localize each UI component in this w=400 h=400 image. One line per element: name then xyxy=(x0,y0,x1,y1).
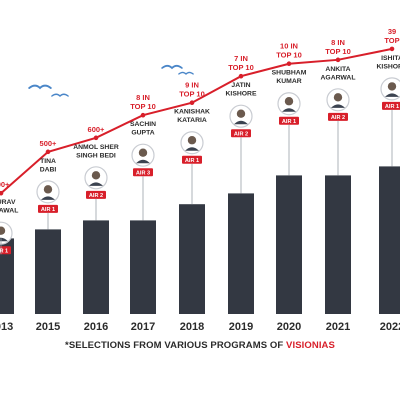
year-label-2019: 2019 xyxy=(229,321,253,333)
topper-avatar-2018 xyxy=(180,131,204,155)
topper-name-2013: GAURAV xyxy=(0,199,16,206)
top-label-2020: 10 IN xyxy=(280,42,298,51)
rank-label-2018: AIR 1 xyxy=(185,158,199,164)
brand-name: VISIONIAS xyxy=(286,340,335,351)
top-label-2022: TOP xyxy=(384,36,399,45)
bar-2018 xyxy=(179,204,205,314)
rank-label-2016: AIR 2 xyxy=(89,193,103,199)
rank-badge-2018 xyxy=(182,155,202,164)
footnote-text: *SELECTIONS FROM VARIOUS PROGRAMS OF xyxy=(65,340,287,351)
year-label-2021: 2021 xyxy=(326,321,350,333)
top-label-2017: TOP 10 xyxy=(130,102,156,111)
bar-2015 xyxy=(35,229,61,314)
bar-2021 xyxy=(325,175,351,314)
topper-avatar-2022 xyxy=(380,77,400,101)
topper-name-2021: ANKITA xyxy=(325,66,350,73)
topper-name-2013: AGRAWAL xyxy=(0,208,18,215)
top-label-2019: TOP 10 xyxy=(228,63,254,72)
top-label-2017: 8 IN xyxy=(136,93,150,102)
topper-name-2018: KATARIA xyxy=(177,117,207,124)
trend-point-2021 xyxy=(335,57,341,63)
topper-name-2016: SINGH BEDI xyxy=(76,152,116,159)
top-label-2021: 8 IN xyxy=(331,38,345,47)
rank-label-2020: AIR 1 xyxy=(282,119,296,125)
topper-avatar-2021 xyxy=(326,88,350,112)
rank-label-2013: AIR 1 xyxy=(0,248,8,254)
trend-point-2016 xyxy=(93,135,99,141)
bar-2016 xyxy=(83,220,109,314)
footnote: *SELECTIONS FROM VARIOUS PROGRAMS OF VIS… xyxy=(0,340,400,351)
topper-name-2015: DABI xyxy=(40,166,57,173)
top-label-2020: TOP 10 xyxy=(276,51,302,60)
top-label-2016: 600+ xyxy=(88,125,106,134)
topper-name-2019: KISHORE xyxy=(226,91,257,98)
topper-avatar-2017 xyxy=(131,143,155,167)
trend-point-2020 xyxy=(286,61,292,67)
topper-name-2022: KISHORE xyxy=(377,63,400,70)
rank-label-2017: AIR 3 xyxy=(136,170,150,176)
rank-label-2021: AIR 2 xyxy=(331,115,345,121)
bird-icon xyxy=(51,93,69,98)
topper-name-2022: ISHITA xyxy=(381,55,400,62)
rank-badge-2021 xyxy=(328,112,348,121)
year-label-2022: 2022 xyxy=(380,321,400,333)
rank-badge-2013 xyxy=(0,246,11,255)
top-label-2013: 500+ xyxy=(0,180,10,189)
top-label-2021: TOP 10 xyxy=(325,47,351,56)
bar-2013 xyxy=(0,238,14,314)
rank-label-2019: AIR 2 xyxy=(234,131,248,137)
bar-2022 xyxy=(379,166,400,314)
rank-label-2015: AIR 1 xyxy=(41,207,55,213)
topper-avatar-2019 xyxy=(229,104,253,128)
trend-point-2022 xyxy=(389,46,395,52)
rank-badge-2020 xyxy=(279,116,299,125)
trend-point-2018 xyxy=(189,100,195,106)
top-label-2015: 500+ xyxy=(40,139,58,148)
year-label-2016: 2016 xyxy=(84,321,108,333)
topper-avatar-2020 xyxy=(277,92,301,116)
topper-name-2021: AGARWAL xyxy=(321,74,356,81)
top-label-2018: TOP 10 xyxy=(179,90,205,99)
topper-name-2017: GUPTA xyxy=(131,130,154,137)
topper-name-2020: KUMAR xyxy=(276,78,301,85)
trend-point-2019 xyxy=(238,73,244,79)
bird-icon xyxy=(28,84,52,90)
rank-badge-2019 xyxy=(231,129,251,138)
bird-icon xyxy=(161,64,183,70)
year-label-2020: 2020 xyxy=(277,321,301,333)
bar-2020 xyxy=(276,175,302,314)
birds-decoration xyxy=(28,64,194,98)
year-label-2018: 2018 xyxy=(180,321,204,333)
topper-name-2020: SHUBHAM xyxy=(272,70,307,77)
top-label-2018: 9 IN xyxy=(185,81,199,90)
trend-point-2017 xyxy=(140,112,146,118)
bird-icon xyxy=(178,71,194,75)
topper-name-2017: SACHIN xyxy=(130,121,156,128)
year-label-2015: 2015 xyxy=(36,321,60,333)
rank-badge-2017 xyxy=(133,168,153,177)
trend-point-2015 xyxy=(45,149,51,155)
topper-name-2018: KANISHAK xyxy=(174,109,210,116)
top-label-2022: 39 xyxy=(388,27,396,36)
rank-badge-2015 xyxy=(38,204,58,213)
bar-2019 xyxy=(228,193,254,314)
topper-avatar-2015 xyxy=(36,180,60,204)
year-label-2013: 2013 xyxy=(0,321,13,333)
bar-2017 xyxy=(130,220,156,314)
topper-name-2019: JATIN xyxy=(231,82,250,89)
rank-label-2022: AIR 1 xyxy=(385,104,399,110)
rank-badge-2022 xyxy=(382,101,400,110)
rank-badge-2016 xyxy=(86,190,106,199)
year-label-2017: 2017 xyxy=(131,321,155,333)
topper-name-2016: ANMOL SHER xyxy=(73,144,119,151)
topper-avatar-2016 xyxy=(84,166,108,190)
top-label-2019: 7 IN xyxy=(234,54,248,63)
trend-point-2013 xyxy=(0,190,4,196)
topper-name-2015: TINA xyxy=(40,158,56,165)
